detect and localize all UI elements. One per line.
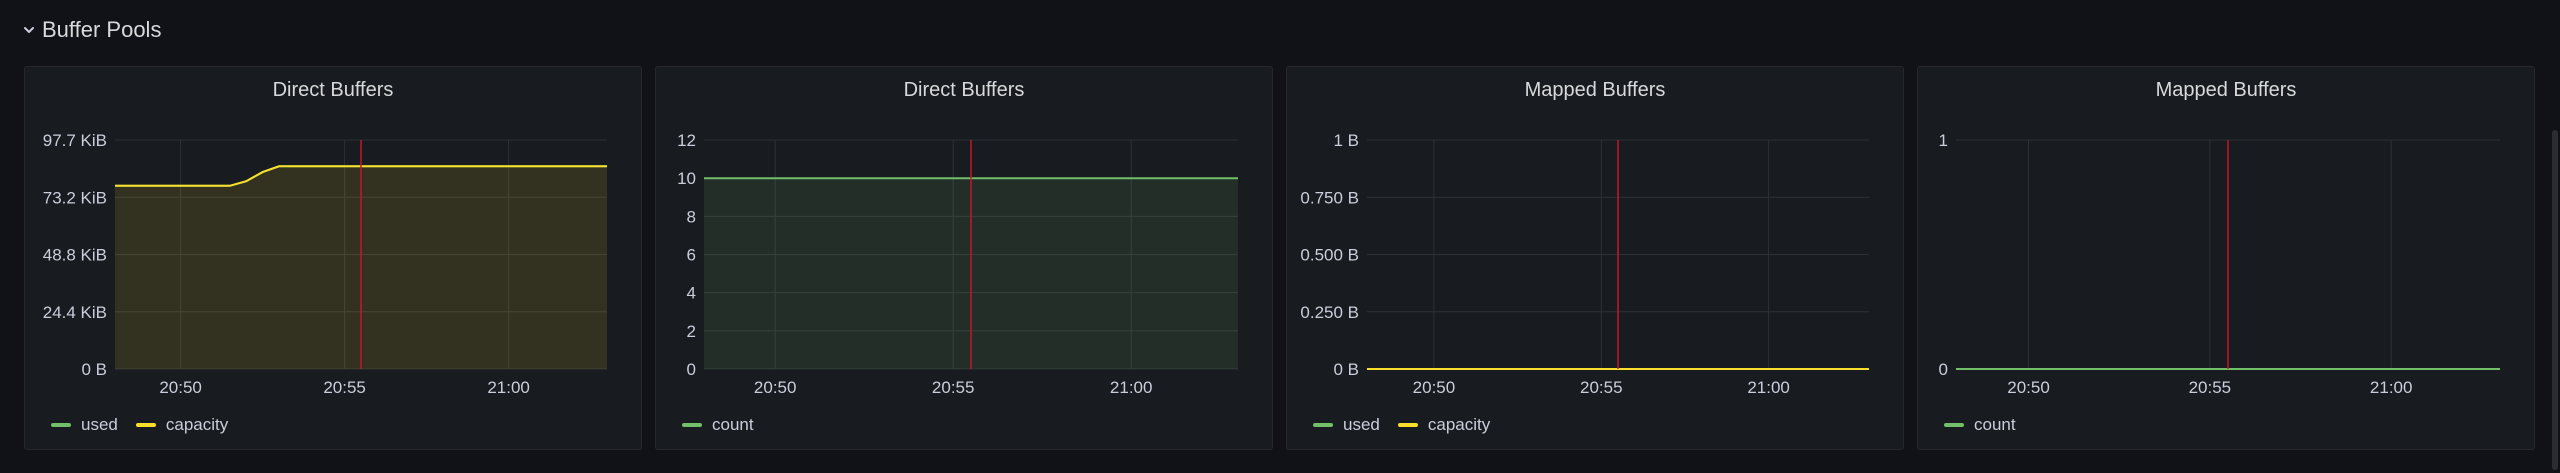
- legend-swatch: [1313, 423, 1333, 427]
- page-scrollbar[interactable]: [2552, 130, 2558, 470]
- y-tick-label: 0 B: [81, 360, 107, 379]
- chart-plot[interactable]: 0 2 4 6 8 10 12 20:50 20:55 21:00: [656, 67, 1274, 451]
- x-tick-label: 20:50: [159, 378, 202, 397]
- panel-title: Direct Buffers: [272, 79, 394, 101]
- y-tick-label: 0 B: [1333, 360, 1359, 379]
- chart-plot[interactable]: 0 1 20:50 20:55 21:00: [1918, 67, 2536, 451]
- y-tick-label: 0: [1939, 360, 1948, 379]
- y-tick-label: 24.4 KiB: [43, 303, 107, 322]
- chevron-down-icon: [24, 27, 34, 33]
- y-tick-label: 8: [687, 207, 696, 226]
- panel-mapped-buffers-bytes[interactable]: Mapped Buffers 0 B 0.250 B 0.500 B 0.750 B 1…: [1286, 66, 1904, 450]
- legend-label: count: [712, 415, 754, 434]
- y-tick-label: 0.250 B: [1300, 303, 1359, 322]
- legend-swatch: [1944, 423, 1964, 427]
- x-tick-label: 21:00: [487, 378, 530, 397]
- y-tick-label: 48.8 KiB: [43, 246, 107, 265]
- legend-item-count[interactable]: count: [682, 415, 754, 435]
- chart-plot[interactable]: 0 B 24.4 KiB 48.8 KiB 73.2 KiB 97.7 KiB 20:50…: [25, 67, 643, 451]
- x-tick-label: 20:50: [1413, 378, 1456, 397]
- y-tick-label: 12: [677, 131, 696, 150]
- y-tick-label: 97.7 KiB: [43, 131, 107, 150]
- x-tick-label: 20:55: [323, 378, 366, 397]
- legend-item-capacity[interactable]: capacity: [135, 415, 229, 435]
- row-title: Buffer Pools: [42, 17, 162, 42]
- panel-title: Mapped Buffers: [2155, 79, 2297, 101]
- y-tick-label: 6: [687, 246, 696, 265]
- panel-title: Direct Buffers: [903, 79, 1025, 101]
- legend-label: count: [1974, 415, 2016, 434]
- x-tick-label: 21:00: [2370, 378, 2413, 397]
- x-tick-label: 20:55: [1580, 378, 1623, 397]
- chart-legend: count: [682, 415, 754, 435]
- y-tick-label: 1 B: [1333, 131, 1359, 150]
- y-tick-label: 10: [677, 169, 696, 188]
- x-tick-label: 20:50: [2007, 378, 2050, 397]
- x-tick-label: 20:50: [754, 378, 797, 397]
- panel-mapped-buffers-count[interactable]: Mapped Buffers 0 1 20:50 20:55 21:00 count: [1917, 66, 2535, 450]
- y-tick-label: 0: [687, 360, 696, 379]
- legend-label: used: [81, 415, 118, 434]
- legend-item-count[interactable]: count: [1944, 415, 2016, 435]
- legend-swatch: [135, 423, 156, 427]
- legend-swatch: [682, 423, 702, 427]
- panel-title: Mapped Buffers: [1524, 79, 1666, 101]
- x-tick-label: 21:00: [1747, 378, 1790, 397]
- chart-legend: count: [1944, 415, 2016, 435]
- legend-item-capacity[interactable]: capacity: [1397, 415, 1491, 435]
- y-tick-label: 1: [1939, 131, 1948, 150]
- y-tick-label: 4: [687, 284, 696, 303]
- legend-label: used: [1343, 415, 1380, 434]
- chart-legend: used capacity: [51, 415, 228, 435]
- chart-legend: used capacity: [1313, 415, 1490, 435]
- y-tick-label: 0.500 B: [1300, 246, 1359, 265]
- panel-direct-buffers-count[interactable]: Direct Buffers 0 2 4 6 8 10 12 20:50 20:55 21:00 …: [655, 66, 1273, 450]
- legend-swatch: [1397, 423, 1418, 427]
- chart-plot[interactable]: 0 B 0.250 B 0.500 B 0.750 B 1 B 20:50 20:55 21:…: [1287, 67, 1905, 451]
- y-tick-label: 2: [687, 322, 696, 341]
- panel-direct-buffers-bytes[interactable]: Direct Buffers 0 B 24.4 KiB 48.8 KiB 73.2 K…: [24, 66, 642, 450]
- y-tick-label: 73.2 KiB: [43, 188, 107, 207]
- legend-label: capacity: [1427, 415, 1491, 434]
- row-header-buffer-pools[interactable]: Buffer Pools: [22, 14, 161, 46]
- y-tick-label: 0.750 B: [1300, 188, 1359, 207]
- x-tick-label: 20:55: [2189, 378, 2232, 397]
- legend-swatch: [51, 423, 71, 427]
- x-tick-label: 20:55: [932, 378, 975, 397]
- legend-label: capacity: [165, 415, 229, 434]
- legend-item-used[interactable]: used: [1313, 415, 1380, 435]
- series-line-capacity[interactable]: [115, 165, 607, 187]
- legend-item-used[interactable]: used: [51, 415, 118, 435]
- x-tick-label: 21:00: [1110, 378, 1153, 397]
